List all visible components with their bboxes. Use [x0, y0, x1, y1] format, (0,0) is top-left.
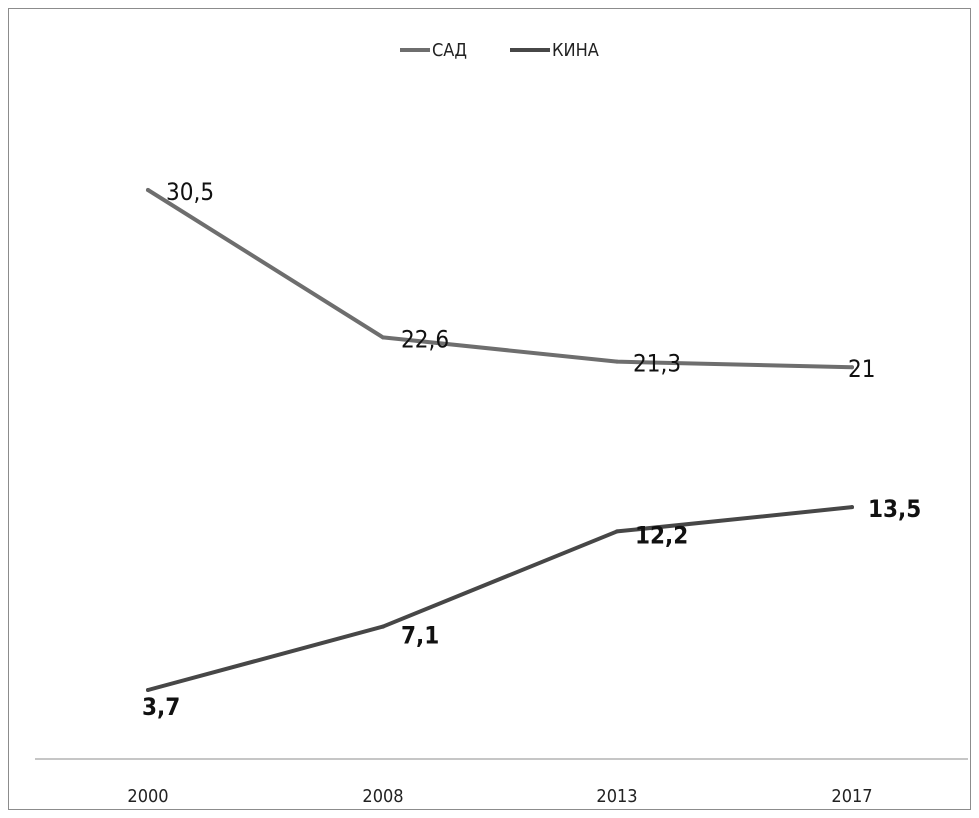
data-point	[381, 335, 385, 340]
data-point	[615, 529, 619, 534]
data-label: 21	[848, 355, 875, 383]
data-point	[850, 505, 854, 510]
x-axis: 2000 2008 2013 2017	[35, 758, 968, 807]
data-label-layer: 30,5 22,6 21,3 21 3,7 7,1 12,2 13,5	[142, 178, 921, 721]
data-label: 12,2	[635, 521, 688, 549]
data-label: 7,1	[401, 622, 439, 650]
data-label: 13,5	[868, 495, 921, 523]
data-point	[850, 365, 854, 370]
data-label: 21,3	[633, 350, 681, 378]
series-line	[146, 505, 854, 692]
chart-frame	[8, 8, 971, 810]
legend-entry: САД	[432, 40, 467, 61]
legend-entry: КИНА	[552, 40, 599, 61]
data-point	[615, 359, 619, 364]
series-line	[146, 188, 854, 370]
x-tick-label: 2017	[831, 786, 872, 807]
legend: САД КИНА	[400, 40, 599, 61]
x-tick-label: 2008	[362, 786, 403, 807]
x-tick-label: 2000	[127, 786, 168, 807]
data-point	[146, 188, 150, 192]
data-label: 30,5	[166, 178, 214, 206]
data-label: 3,7	[142, 693, 180, 721]
data-label: 22,6	[401, 325, 449, 353]
series-layer	[146, 188, 854, 692]
x-tick-label: 2013	[596, 786, 637, 807]
data-point	[146, 688, 150, 692]
data-point	[381, 624, 385, 629]
